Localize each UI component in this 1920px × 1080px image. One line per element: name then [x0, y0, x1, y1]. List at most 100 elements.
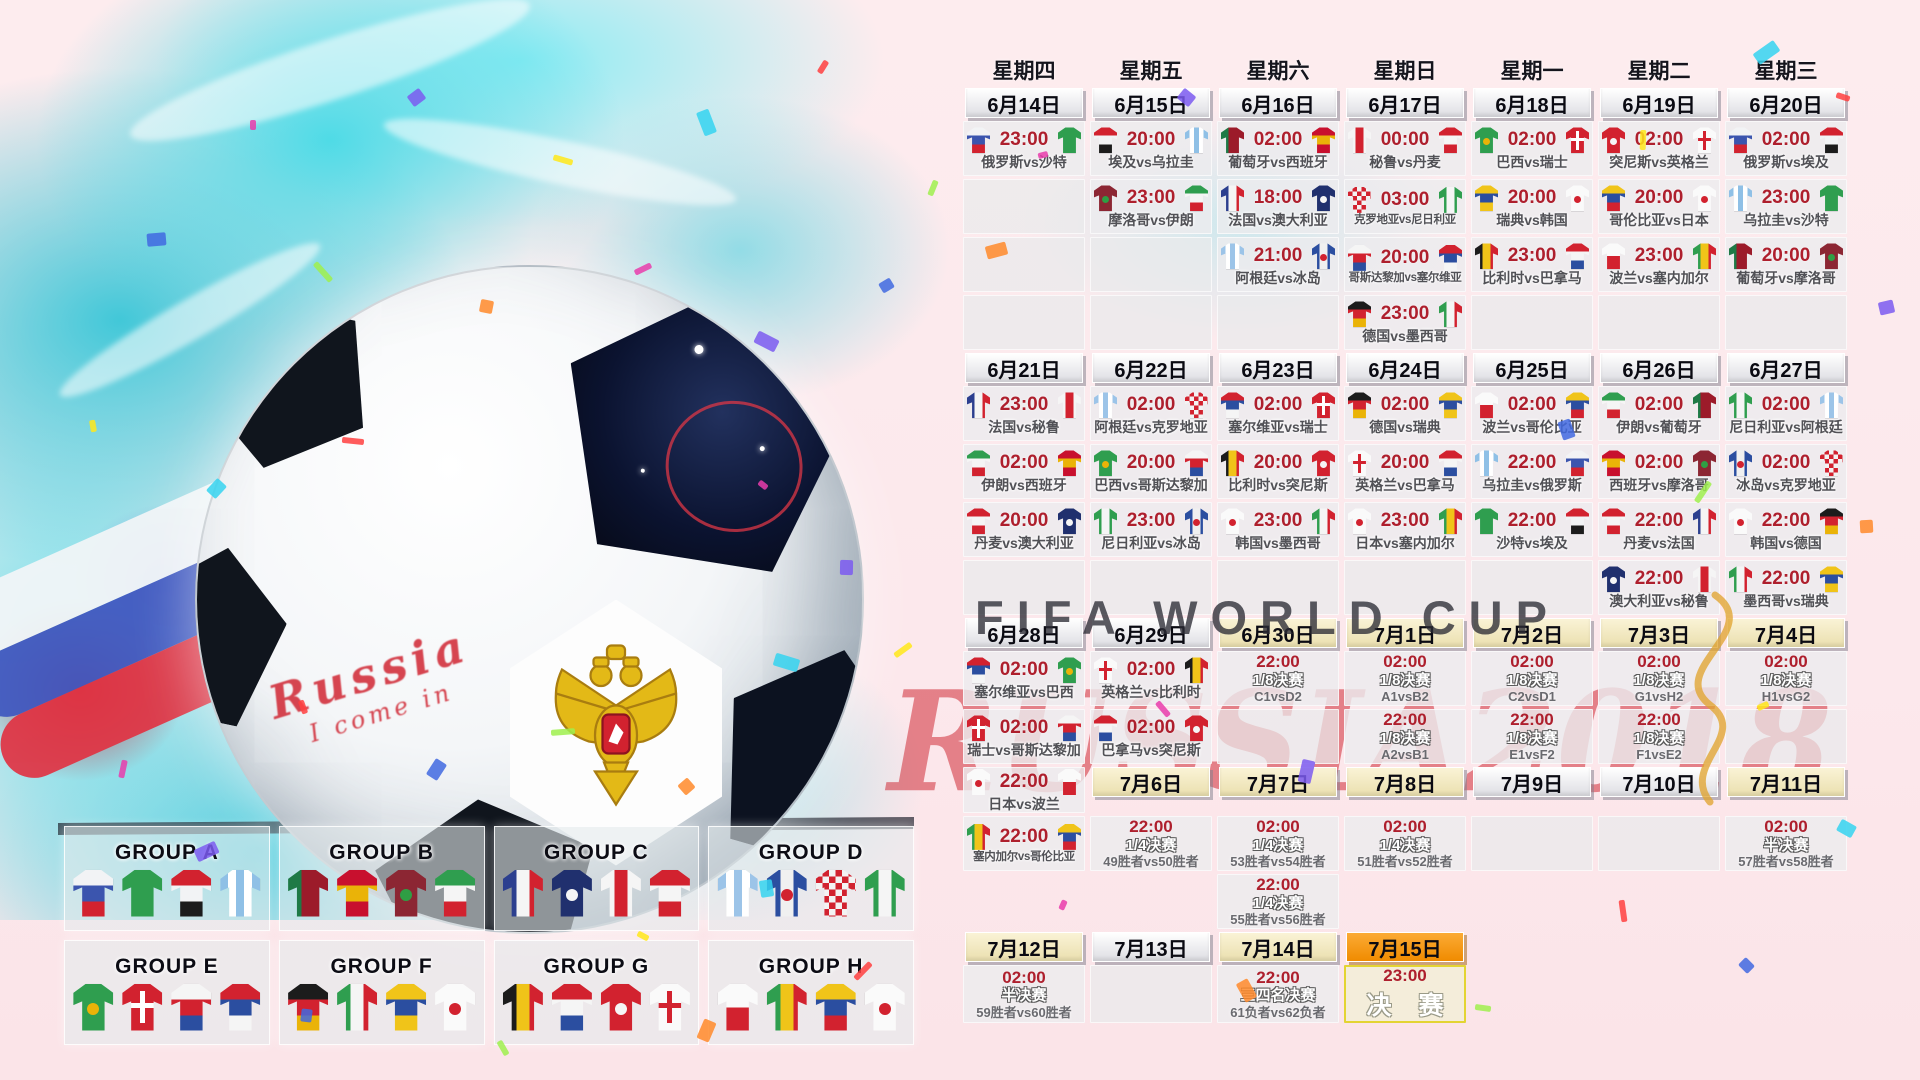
participants-label: F1vsE2 — [1636, 747, 1682, 763]
jersey-icon — [73, 869, 114, 917]
jersey-icon — [1475, 185, 1498, 212]
jersey-icon — [1692, 392, 1716, 419]
match-teams: 伊朗vs葡萄牙 — [1616, 419, 1702, 436]
group-title: GROUP H — [758, 954, 864, 978]
empty-cell — [1471, 295, 1593, 350]
jersey-icon — [864, 869, 905, 917]
jersey-icon — [1311, 127, 1335, 154]
jersey-icon — [502, 869, 543, 917]
jersey-icon — [1602, 450, 1625, 477]
empty-cell — [1725, 295, 1847, 350]
confetti-piece — [758, 879, 775, 898]
match-teams: 瑞典vs韩国 — [1496, 212, 1568, 229]
confetti-piece — [300, 1008, 313, 1023]
match-cell: 02:00 塞尔维亚vs瑞士 — [1217, 386, 1339, 441]
jersey-icon — [1221, 185, 1244, 212]
match-cell: 23:00 韩国vs墨西哥 — [1217, 502, 1339, 557]
empty-cell — [963, 295, 1085, 350]
match-cell: 02:00 突尼斯vs英格兰 — [1598, 121, 1720, 176]
match-cell: 02:00 伊朗vs葡萄牙 — [1598, 386, 1720, 441]
jersey-icon — [1348, 127, 1371, 154]
jersey-icon — [967, 127, 990, 154]
match-time: 02:00 — [1383, 817, 1427, 837]
date-header: 7月12日 — [965, 932, 1083, 962]
empty-cell — [1725, 709, 1847, 764]
match-cell: 00:00 秘鲁vs丹麦 — [1344, 121, 1466, 176]
match-teams: 哥伦比亚vs日本 — [1609, 212, 1709, 229]
jersey-icon — [1819, 127, 1843, 154]
match-time: 02:00 — [1126, 659, 1176, 681]
stage-label: 1/4决赛 — [1252, 894, 1304, 912]
match-time: 22:00 — [1129, 817, 1173, 837]
participants-label: A1vsB2 — [1381, 689, 1429, 705]
knockout-cell: 02:00 半决赛 57胜者vs58胜者 — [1725, 816, 1847, 871]
jersey-icon — [1184, 450, 1208, 477]
jersey-icon — [1692, 508, 1716, 535]
match-teams: 日本vs波兰 — [988, 795, 1060, 812]
date-header: 6月26日 — [1600, 353, 1718, 383]
match-teams: 俄罗斯vs埃及 — [1743, 154, 1829, 171]
jersey-icon — [1602, 508, 1625, 535]
confetti-piece — [1859, 519, 1874, 534]
match-teams: 冰岛vs克罗地亚 — [1736, 477, 1836, 494]
jersey-icon — [967, 715, 990, 742]
jersey-icon — [1094, 185, 1117, 212]
match-teams: 葡萄牙vs摩洛哥 — [1736, 270, 1836, 287]
jersey-icon — [815, 869, 856, 917]
jersey-icon — [1348, 244, 1371, 271]
jersey-icon — [551, 983, 592, 1031]
jersey-icon — [1438, 127, 1462, 154]
jersey-icon — [122, 869, 163, 917]
jersey-icon — [600, 983, 641, 1031]
group-jerseys — [73, 869, 261, 917]
match-time: 22:00 — [1256, 875, 1300, 895]
knockout-cell: 22:00 1/8决赛 E1vsF2 — [1471, 709, 1593, 764]
date-header: 6月30日 — [1219, 618, 1337, 648]
match-time: 23:00 — [1380, 303, 1430, 325]
knockout-cell: 02:00 1/8决赛 C2vsD1 — [1471, 651, 1593, 706]
jersey-icon — [171, 869, 212, 917]
match-cell: 02:00 塞尔维亚vs巴西 — [963, 651, 1085, 706]
empty-cell — [1598, 295, 1720, 350]
match-cell: 02:00 葡萄牙vs西班牙 — [1217, 121, 1339, 176]
soccer-ball: Russia I come in — [195, 265, 864, 934]
jersey-icon — [1311, 508, 1335, 535]
participants-label: A2vsB1 — [1381, 747, 1429, 763]
jersey-icon — [220, 869, 261, 917]
match-cell: 02:00 巴西vs瑞士 — [1471, 121, 1593, 176]
match-teams: 巴西vs瑞士 — [1496, 154, 1568, 171]
confetti-piece — [1639, 129, 1647, 151]
match-cell: 02:00 阿根廷vs克罗地亚 — [1090, 386, 1212, 441]
group-title: GROUP F — [330, 954, 433, 978]
jersey-icon — [1475, 508, 1498, 535]
match-teams: 韩国vs墨西哥 — [1235, 535, 1321, 552]
match-teams: 英格兰vs巴拿马 — [1355, 477, 1455, 494]
match-teams: 澳大利亚vs秘鲁 — [1609, 593, 1709, 610]
empty-cell — [963, 179, 1085, 234]
stage-label: 1/8决赛 — [1760, 671, 1812, 689]
match-cell: 23:00 日本vs塞内加尔 — [1344, 502, 1466, 557]
match-time: 22:00 — [1761, 568, 1811, 590]
jersey-icon — [967, 657, 990, 684]
jersey-icon — [1475, 127, 1498, 154]
jersey-icon — [1184, 392, 1208, 419]
jersey-icon — [1602, 392, 1625, 419]
match-cell: 23:00 尼日利亚vs冰岛 — [1090, 502, 1212, 557]
match-cell: 20:00 哥斯达黎加vs塞尔维亚 — [1344, 237, 1466, 292]
match-teams: 德国vs墨西哥 — [1362, 328, 1448, 345]
match-calendar: 星期四 星期五 星期六 星期日 星期一 星期二 星期三 6月14日 6月15日 6月16日 6月17… — [963, 55, 1847, 1023]
confetti-piece — [250, 120, 256, 130]
match-cell: 02:00 巴拿马vs突尼斯 — [1090, 709, 1212, 764]
knockout-cell: 22:00 1/8决赛 C1vsD2 — [1217, 651, 1339, 706]
jersey-icon — [1565, 508, 1589, 535]
group-box: GROUP A — [64, 826, 270, 931]
match-time: 18:00 — [1253, 187, 1303, 209]
jersey-icon — [1602, 127, 1625, 154]
match-cell: 20:00 哥伦比亚vs日本 — [1598, 179, 1720, 234]
jersey-icon — [815, 983, 856, 1031]
group-jerseys — [717, 983, 905, 1031]
match-teams: 巴拿马vs突尼斯 — [1101, 742, 1201, 759]
jersey-icon — [1602, 185, 1625, 212]
match-teams: 墨西哥vs瑞典 — [1743, 593, 1829, 610]
match-cell: 23:00 德国vs墨西哥 — [1344, 295, 1466, 350]
